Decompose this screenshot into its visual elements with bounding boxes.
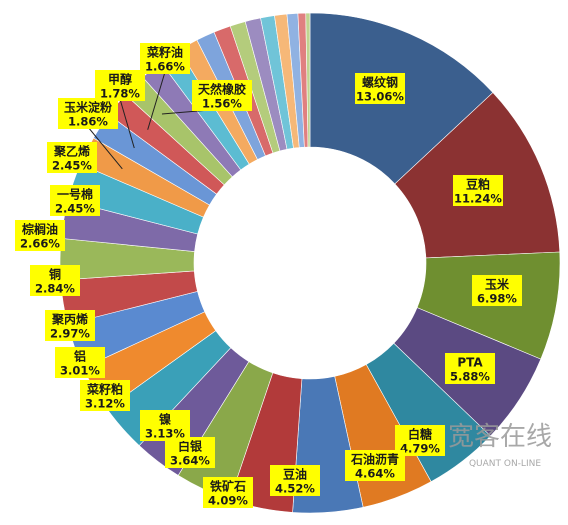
slice-label: 铁矿石 bbox=[210, 479, 246, 494]
slice-label: 一号棉 bbox=[57, 187, 93, 202]
label-box bbox=[50, 185, 100, 216]
value-label: 4.64% bbox=[355, 467, 395, 481]
label-box bbox=[203, 477, 253, 508]
slice-label: 玉米淀粉 bbox=[64, 100, 112, 115]
value-label: 2.45% bbox=[55, 202, 95, 216]
watermark-subtitle: QUANT ON-LINE bbox=[469, 459, 541, 469]
value-label: 13.06% bbox=[356, 90, 404, 104]
label-box bbox=[453, 175, 503, 206]
label-box bbox=[55, 347, 105, 378]
label-box bbox=[15, 220, 65, 251]
label-box bbox=[165, 437, 215, 468]
value-label: 3.12% bbox=[85, 397, 125, 411]
label-box bbox=[445, 353, 495, 384]
slice-label: 菜籽油 bbox=[146, 45, 183, 60]
slice-label: 豆粕 bbox=[466, 177, 490, 192]
slice-label: 聚丙烯 bbox=[51, 312, 88, 327]
value-label: 3.13% bbox=[145, 427, 185, 441]
slice-label: 菜籽粕 bbox=[86, 382, 123, 397]
value-label: 2.45% bbox=[52, 159, 92, 173]
value-label: 11.24% bbox=[454, 192, 502, 206]
leader-line bbox=[119, 98, 135, 149]
value-label: 4.79% bbox=[400, 442, 440, 456]
slice-label: 铝 bbox=[74, 349, 86, 364]
label-box bbox=[140, 43, 190, 74]
value-label: 2.66% bbox=[20, 237, 60, 251]
slice-label: 甲醇 bbox=[108, 72, 132, 87]
label-box bbox=[355, 73, 405, 104]
slice-label: 镍 bbox=[159, 412, 171, 427]
slice-label: 螺纹钢 bbox=[362, 75, 398, 90]
label-box bbox=[140, 410, 190, 441]
slice-label: 铜 bbox=[49, 267, 61, 282]
value-label: 4.52% bbox=[275, 482, 315, 496]
slice-label: PTA bbox=[457, 356, 483, 370]
value-label: 2.84% bbox=[35, 282, 75, 296]
value-label: 1.56% bbox=[202, 97, 242, 111]
value-label: 3.01% bbox=[60, 364, 100, 378]
value-label: 5.88% bbox=[450, 370, 490, 384]
label-box bbox=[58, 98, 118, 129]
label-box bbox=[192, 80, 252, 111]
label-box bbox=[80, 380, 130, 411]
value-label: 2.97% bbox=[50, 327, 90, 341]
value-label: 3.64% bbox=[170, 454, 210, 468]
value-label: 6.98% bbox=[477, 292, 517, 306]
slice-label: 豆油 bbox=[283, 467, 307, 482]
label-box bbox=[95, 70, 145, 101]
watermark-title: 宽客在线 bbox=[448, 422, 552, 452]
value-label: 1.66% bbox=[145, 60, 185, 74]
slice-label: 天然橡胶 bbox=[198, 82, 246, 97]
label-box bbox=[472, 275, 522, 306]
slice-label: 白银 bbox=[178, 439, 203, 454]
slice-label: 白糖 bbox=[408, 427, 432, 442]
slice-label: 棕榈油 bbox=[21, 222, 58, 237]
value-label: 1.78% bbox=[100, 87, 140, 101]
value-label: 1.86% bbox=[68, 115, 108, 129]
value-label: 4.09% bbox=[208, 494, 248, 508]
label-box bbox=[45, 310, 95, 341]
label-box bbox=[270, 465, 320, 496]
label-box bbox=[47, 142, 97, 173]
slice bbox=[305, 12, 311, 148]
leader-line bbox=[147, 71, 166, 130]
slice-label: 玉米 bbox=[485, 277, 510, 292]
leader-line bbox=[87, 126, 123, 170]
label-box bbox=[345, 450, 405, 481]
slice-label: 聚乙烯 bbox=[53, 144, 90, 159]
slice-label: 石油沥青 bbox=[350, 452, 399, 467]
label-box bbox=[30, 265, 80, 296]
